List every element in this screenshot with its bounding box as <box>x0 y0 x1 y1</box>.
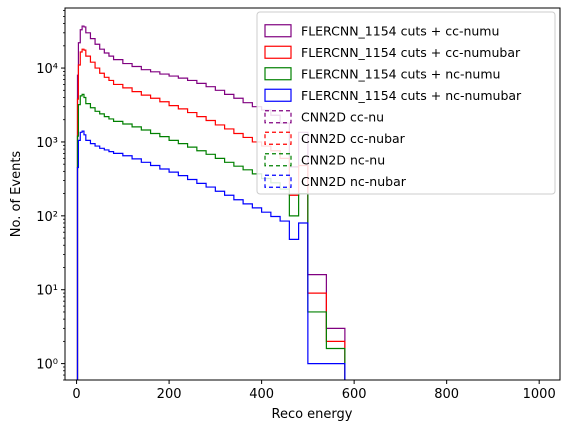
y-tick-label: 10³ <box>36 136 58 151</box>
legend-label: FLERCNN_1154 cuts + nc-numubar <box>301 88 522 103</box>
legend-label: FLERCNN_1154 cuts + cc-numu <box>301 23 499 38</box>
legend-swatch <box>264 174 292 188</box>
x-axis-label: Reco energy <box>272 407 353 422</box>
x-tick-label: 800 <box>434 387 459 402</box>
y-tick-label: 10⁰ <box>36 358 58 373</box>
x-axis: 0 200 400 600 800 1000 <box>72 380 556 402</box>
y-axis: 10⁰ 10¹ 10² 10³ 10⁴ <box>36 10 65 381</box>
legend-swatch <box>264 45 292 59</box>
x-tick-label: 1000 <box>523 387 556 402</box>
legend-label: FLERCNN_1154 cuts + nc-numu <box>301 66 500 81</box>
legend-box <box>256 11 556 195</box>
legend-swatch <box>264 110 292 124</box>
legend-swatch <box>264 131 292 145</box>
y-axis-label: No. of Events <box>9 151 24 238</box>
legend-swatch <box>264 153 292 167</box>
x-tick-label: 400 <box>249 387 274 402</box>
x-tick-label: 0 <box>72 387 80 402</box>
legend-label: CNN2D nc-nu <box>301 152 385 167</box>
legend-label: FLERCNN_1154 cuts + cc-numubar <box>301 45 521 60</box>
histogram-series-3 <box>76 130 346 380</box>
x-tick-label: 200 <box>157 387 182 402</box>
legend-label: CNN2D cc-nu <box>301 109 384 124</box>
legend-label: CNN2D nc-nubar <box>301 174 407 189</box>
y-tick-label: 10² <box>36 210 58 225</box>
legend-swatch <box>264 88 292 102</box>
y-tick-label: 10⁴ <box>36 62 58 77</box>
legend-label: CNN2D cc-nubar <box>301 131 406 146</box>
legend: FLERCNN_1154 cuts + cc-numu FLERCNN_1154 … <box>256 11 556 195</box>
plot-frame <box>64 7 561 381</box>
legend-swatch <box>264 24 292 38</box>
x-tick-label: 600 <box>342 387 367 402</box>
legend-swatch <box>264 67 292 81</box>
y-tick-label: 10¹ <box>36 284 58 299</box>
